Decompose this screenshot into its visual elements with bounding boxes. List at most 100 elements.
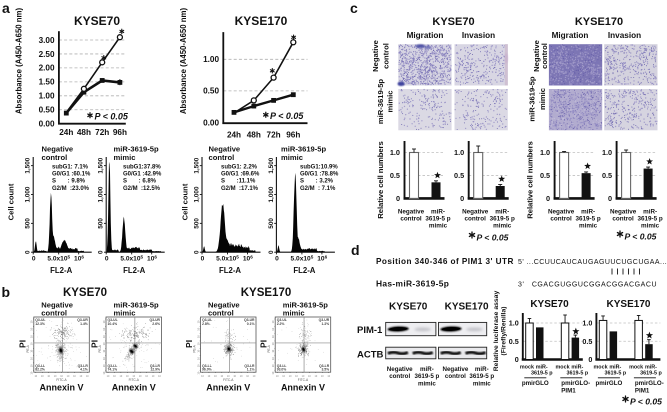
svg-text:control: control <box>445 373 466 380</box>
svg-text:0.5: 0.5 <box>454 171 464 180</box>
svg-text:FITC-A: FITC-A <box>129 378 140 382</box>
svg-text:0: 0 <box>194 250 201 254</box>
svg-text:1.0: 1.0 <box>509 319 519 328</box>
svg-text:miR-3619-5p: miR-3619-5p <box>114 301 160 310</box>
svg-text:500: 500 <box>98 218 105 229</box>
svg-text:PIM1: PIM1 <box>561 387 576 394</box>
svg-text:10: 10 <box>67 375 70 378</box>
svg-text:0: 0 <box>546 194 550 203</box>
svg-text:10: 10 <box>271 364 275 367</box>
svg-text:2.8%: 2.8% <box>202 322 210 326</box>
svg-text:miR-: miR- <box>431 209 445 216</box>
svg-text:0.00: 0.00 <box>203 118 219 127</box>
svg-text:miR-: miR- <box>581 209 595 216</box>
svg-text:10: 10 <box>139 375 142 378</box>
svg-text:pmirGLO: pmirGLO <box>595 380 622 387</box>
svg-text:1,000: 1,000 <box>194 186 201 202</box>
svg-text:10: 10 <box>196 364 200 367</box>
svg-text:Invasion: Invasion <box>462 31 495 40</box>
svg-text:3619-5 p: 3619-5 p <box>567 371 589 377</box>
svg-text:2.50: 2.50 <box>39 50 55 59</box>
svg-text:Negative: Negative <box>532 40 541 72</box>
svg-text:3619-5 p: 3619-5 p <box>575 216 600 223</box>
svg-text:3619-5 p: 3619-5 p <box>637 216 662 223</box>
svg-text:Negative: Negative <box>41 301 73 310</box>
svg-text:106: 106 <box>243 254 253 262</box>
svg-text:10: 10 <box>214 375 217 378</box>
svg-text:Q3-UL: Q3-UL <box>202 318 212 322</box>
svg-text:PE-A: PE-A <box>98 344 102 352</box>
svg-text:10: 10 <box>30 371 34 374</box>
svg-text:0: 0 <box>588 355 592 364</box>
svg-text:KYSE70: KYSE70 <box>530 299 569 310</box>
svg-text:10: 10 <box>271 357 275 360</box>
svg-text:1,000: 1,000 <box>25 186 32 202</box>
svg-text:Q3-UR: Q3-UR <box>244 318 255 322</box>
svg-text:10: 10 <box>271 335 275 338</box>
svg-text:0: 0 <box>608 194 612 203</box>
svg-text:10: 10 <box>102 342 106 345</box>
svg-text:pmirGLO: pmirGLO <box>522 380 549 387</box>
svg-text:5.0x105: 5.0x105 <box>291 254 314 262</box>
svg-text:10: 10 <box>120 375 123 378</box>
svg-text:10: 10 <box>282 375 285 378</box>
svg-text:FL2-A: FL2-A <box>293 266 315 275</box>
svg-text:FL2-A: FL2-A <box>123 266 145 275</box>
svg-text:3619-5 p: 3619-5 p <box>640 371 662 377</box>
svg-text:Negative: Negative <box>209 145 241 154</box>
svg-text:1.4%: 1.4% <box>80 322 88 326</box>
svg-text:S : 9.8%: S : 9.8% <box>52 179 86 185</box>
svg-text:10: 10 <box>196 335 200 338</box>
svg-text:10: 10 <box>54 375 57 378</box>
svg-text:10: 10 <box>302 375 305 378</box>
svg-text:Q3-LR: Q3-LR <box>150 364 161 368</box>
svg-text:10: 10 <box>60 375 63 378</box>
svg-text:10: 10 <box>196 327 200 330</box>
svg-text:10: 10 <box>30 349 34 352</box>
svg-text:1.0: 1.0 <box>540 148 550 157</box>
svg-text:10: 10 <box>321 375 324 378</box>
svg-text:Q3-LL: Q3-LL <box>35 364 45 368</box>
svg-text:Negative: Negative <box>462 209 489 216</box>
svg-text:5.0x105: 5.0x105 <box>120 254 143 262</box>
svg-text:PI: PI <box>17 340 27 348</box>
svg-text:PI: PI <box>90 340 100 348</box>
svg-text:4.1%: 4.1% <box>80 368 88 372</box>
svg-text:10: 10 <box>233 375 236 378</box>
svg-text:miR-3619-5p: miR-3619-5p <box>281 145 327 154</box>
svg-text:Relative luciferase assay: Relative luciferase assay <box>493 291 500 372</box>
svg-text:10: 10 <box>41 375 44 378</box>
svg-text:10: 10 <box>271 327 275 330</box>
svg-text:2.00: 2.00 <box>39 64 55 73</box>
svg-text:0.50: 0.50 <box>203 87 219 96</box>
svg-text:1,500: 1,500 <box>194 157 201 173</box>
svg-text:S : 6.8%: S : 6.8% <box>123 179 157 185</box>
svg-text:control: control <box>550 216 572 223</box>
svg-text:pmirGLO-: pmirGLO- <box>635 380 664 387</box>
svg-text:KYSE70: KYSE70 <box>74 14 120 28</box>
svg-text:control: control <box>540 43 549 69</box>
svg-text:10: 10 <box>271 320 275 323</box>
svg-text:10: 10 <box>196 371 200 374</box>
svg-text:mimic: mimic <box>114 309 136 318</box>
svg-text:0: 0 <box>396 194 400 203</box>
svg-text:Negative: Negative <box>208 301 240 310</box>
svg-text:10: 10 <box>102 335 106 338</box>
svg-text:0.5: 0.5 <box>582 337 592 346</box>
svg-text:KYSE170: KYSE170 <box>445 302 489 313</box>
svg-text:Q3-UL: Q3-UL <box>108 318 118 322</box>
svg-text:10: 10 <box>152 375 155 378</box>
svg-text:10: 10 <box>113 375 116 378</box>
svg-text:106: 106 <box>74 254 84 262</box>
svg-text:10: 10 <box>30 342 34 345</box>
svg-text:Negative: Negative <box>610 209 637 216</box>
svg-text:1,000: 1,000 <box>268 186 275 202</box>
svg-text:Relative cell numbers: Relative cell numbers <box>376 141 385 218</box>
svg-text:PI: PI <box>259 340 269 348</box>
svg-text:Absorbance (A450-A650 nm): Absorbance (A450-A650 nm) <box>15 8 24 115</box>
svg-text:b: b <box>2 284 11 300</box>
svg-text:Position 340-346 of PIM1 3' UT: Position 340-346 of PIM1 3' UTR <box>376 257 514 266</box>
svg-text:P < 0.05: P < 0.05 <box>270 111 304 121</box>
svg-text:48h: 48h <box>247 131 261 140</box>
svg-text:PI: PI <box>184 340 194 348</box>
